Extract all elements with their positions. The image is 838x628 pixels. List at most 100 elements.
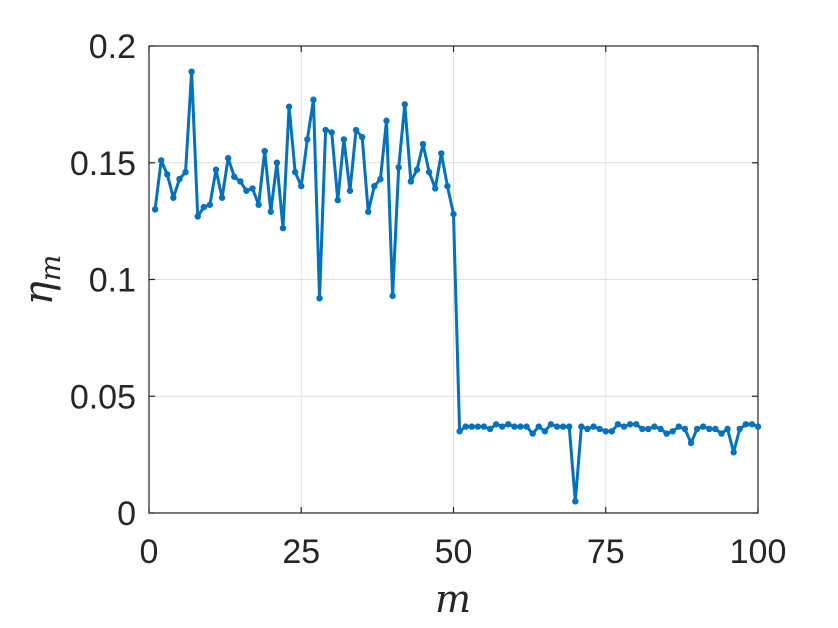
data-point	[572, 498, 579, 505]
x-tick-label: 100	[730, 533, 787, 571]
data-point	[724, 425, 731, 433]
plot-frame	[148, 45, 759, 514]
data-point	[340, 136, 348, 143]
data-point	[413, 166, 421, 173]
data-point	[584, 425, 591, 433]
data-point	[505, 421, 512, 428]
data-point	[669, 428, 676, 435]
data-point	[529, 430, 536, 437]
y-tick-label: 0.05	[70, 378, 136, 416]
data-point	[279, 224, 287, 232]
data-point	[523, 423, 530, 430]
data-point	[231, 173, 238, 180]
data-point	[419, 140, 427, 148]
data-point	[730, 449, 737, 456]
data-point	[620, 423, 628, 430]
data-point	[748, 421, 756, 428]
y-axis-label-main: η	[16, 281, 62, 305]
data-point	[346, 187, 354, 194]
data-point	[754, 423, 762, 430]
x-tick-labels: 0 25 50 75 100	[140, 533, 787, 571]
data-point	[499, 423, 506, 430]
y-tick-labels: 0 0.05 0.1 0.15 0.2	[70, 28, 136, 533]
data-point	[614, 421, 622, 428]
data-point	[633, 421, 640, 428]
data-point	[194, 213, 201, 220]
data-point	[304, 136, 311, 143]
y-axis-label-sub: m	[34, 255, 67, 282]
data-points	[151, 68, 762, 505]
data-point	[273, 159, 281, 166]
data-point	[322, 126, 329, 134]
x-tick-label: 0	[140, 533, 159, 571]
series-line	[153, 70, 759, 503]
data-point	[444, 182, 451, 190]
data-point	[517, 423, 524, 430]
data-point	[626, 421, 634, 428]
x-tick-label: 25	[282, 533, 320, 571]
data-point	[218, 194, 226, 201]
data-point	[608, 428, 616, 435]
y-tick-label: 0.1	[89, 262, 136, 300]
data-point	[255, 201, 262, 208]
data-point	[182, 168, 189, 176]
data-point	[578, 423, 585, 430]
data-point	[693, 425, 701, 433]
data-point	[474, 423, 482, 430]
data-point	[285, 103, 293, 110]
data-point	[371, 182, 378, 190]
data-point	[425, 168, 433, 176]
data-point	[712, 425, 719, 433]
data-point	[310, 96, 317, 103]
data-point	[176, 175, 183, 183]
y-axis-label: ηm	[16, 255, 67, 306]
data-point	[590, 423, 597, 430]
data-point	[450, 210, 457, 218]
data-point	[511, 423, 518, 430]
data-point	[553, 423, 561, 430]
data-point	[535, 423, 542, 430]
data-point	[657, 425, 664, 433]
data-point	[432, 185, 439, 192]
data-point	[377, 175, 384, 183]
data-point	[267, 208, 274, 215]
y-tick-label: 0.15	[70, 145, 136, 183]
data-point	[602, 428, 609, 435]
data-point	[401, 101, 408, 108]
data-point	[480, 423, 488, 430]
x-tick-label: 75	[587, 533, 625, 571]
data-point	[699, 423, 707, 430]
data-point	[298, 182, 305, 190]
data-point	[212, 166, 220, 173]
data-point	[352, 126, 360, 134]
data-point	[687, 439, 695, 447]
data-point	[462, 423, 469, 430]
data-point	[651, 423, 658, 430]
data-point	[706, 425, 713, 433]
data-point	[206, 201, 214, 208]
data-point	[395, 164, 402, 171]
data-point	[389, 292, 396, 300]
data-point	[224, 154, 232, 162]
data-point	[188, 68, 195, 75]
data-point	[407, 178, 415, 185]
data-point	[492, 421, 500, 428]
data-point	[151, 206, 159, 213]
y-tick-label: 0	[117, 495, 136, 533]
data-point	[675, 423, 683, 430]
data-point	[742, 421, 750, 428]
data-point	[596, 425, 603, 433]
data-point	[170, 194, 177, 201]
data-point	[468, 423, 475, 430]
data-point	[261, 147, 268, 155]
data-point	[200, 203, 208, 211]
data-point	[566, 423, 573, 430]
y-tick-label: 0.2	[89, 28, 136, 66]
data-point	[541, 428, 549, 435]
data-point	[249, 185, 256, 192]
data-point	[456, 428, 463, 435]
data-point	[358, 133, 366, 141]
data-point	[681, 425, 689, 433]
data-point	[157, 157, 165, 164]
